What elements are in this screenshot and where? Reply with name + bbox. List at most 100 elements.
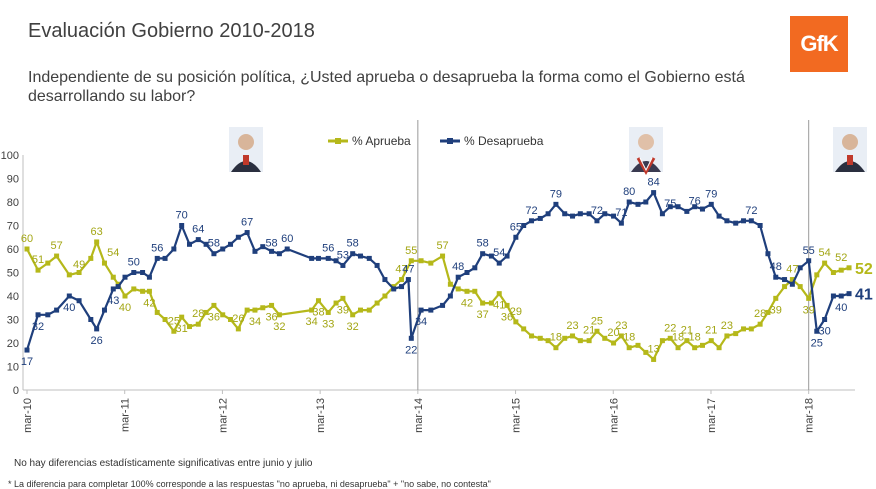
data-point-desaprueba (122, 274, 128, 280)
data-point-aprueba (496, 291, 502, 297)
data-point-desaprueba (472, 265, 478, 271)
data-point-aprueba (594, 328, 600, 334)
data-point-desaprueba (773, 274, 779, 280)
data-label-desaprueba: 67 (241, 217, 253, 229)
y-tick-label: 60 (7, 244, 19, 256)
data-point-aprueba (504, 302, 510, 308)
data-label-desaprueba: 17 (21, 356, 33, 368)
data-point-aprueba (846, 265, 852, 271)
data-point-desaprueba (54, 307, 60, 313)
data-label-aprueba: 21 (681, 325, 693, 337)
data-label-desaprueba: 48 (452, 261, 464, 273)
data-point-desaprueba (789, 281, 795, 287)
x-tick-label: mar-10 (22, 398, 34, 433)
data-point-aprueba (464, 288, 470, 294)
data-point-desaprueba (146, 274, 152, 280)
data-point-desaprueba (635, 201, 641, 207)
data-point-desaprueba (602, 211, 608, 217)
data-point-aprueba (179, 314, 185, 320)
data-point-aprueba (54, 253, 60, 259)
data-label-aprueba: 60 (21, 233, 33, 245)
data-point-desaprueba (626, 199, 632, 205)
data-label-aprueba: 47 (786, 264, 798, 276)
data-point-desaprueba (611, 213, 617, 219)
data-point-desaprueba (545, 211, 551, 217)
chart-series (24, 190, 852, 362)
data-label-aprueba: 36 (265, 311, 277, 323)
data-point-aprueba (315, 298, 321, 304)
data-label-desaprueba: 60 (281, 233, 293, 245)
data-label-desaprueba: 72 (745, 205, 757, 217)
data-point-aprueba (814, 272, 820, 278)
data-point-desaprueba (171, 246, 177, 252)
data-point-desaprueba (131, 270, 137, 275)
data-label-aprueba: 28 (192, 308, 204, 320)
data-label-aprueba: 21 (705, 325, 717, 337)
data-label-aprueba: 18 (672, 332, 684, 344)
data-point-aprueba (562, 335, 568, 341)
data-label-aprueba: 51 (32, 254, 44, 266)
data-point-desaprueba (455, 274, 461, 280)
data-point-desaprueba (408, 335, 414, 341)
data-point-desaprueba (838, 293, 844, 299)
data-point-aprueba (24, 246, 30, 252)
data-label-aprueba: 54 (818, 247, 830, 259)
x-tick-label: mar-17 (706, 398, 718, 433)
end-label-desaprueba: 41 (855, 287, 873, 304)
data-point-aprueba (45, 260, 51, 266)
data-point-aprueba (692, 345, 698, 351)
data-label-aprueba: 37 (477, 309, 489, 321)
x-tick-label: mar-13 (315, 398, 327, 433)
data-label-desaprueba: 58 (265, 238, 277, 250)
data-point-desaprueba (496, 260, 502, 266)
data-label-aprueba: 21 (583, 325, 595, 337)
president-portrait-2 (629, 127, 663, 176)
data-point-aprueba (408, 258, 414, 264)
legend-desaprueba-marker (447, 138, 453, 144)
data-label-aprueba: 18 (623, 332, 635, 344)
data-label-aprueba: 25 (591, 315, 603, 327)
data-point-aprueba (602, 335, 608, 341)
data-point-desaprueba (428, 307, 434, 313)
chart-question: Independiente de su posición política, ¿… (28, 69, 745, 105)
data-point-desaprueba (284, 246, 290, 252)
data-point-aprueba (146, 288, 152, 294)
data-label-desaprueba: 58 (477, 238, 489, 250)
data-label-desaprueba: 26 (91, 335, 103, 347)
x-tick-label: mar-11 (120, 398, 132, 432)
data-label-desaprueba: 43 (107, 295, 119, 307)
data-label-aprueba: 28 (754, 308, 766, 320)
data-point-desaprueba (504, 253, 510, 259)
data-point-aprueba (235, 326, 241, 332)
data-label-aprueba: 57 (50, 240, 62, 252)
page-title: Evaluación Gobierno 2010-2018 (28, 20, 315, 42)
data-point-aprueba (838, 267, 844, 273)
data-point-aprueba (611, 340, 617, 346)
data-point-desaprueba (667, 204, 673, 210)
data-point-desaprueba (830, 293, 836, 299)
data-point-aprueba (211, 302, 217, 308)
data-point-desaprueba (418, 307, 424, 313)
data-point-aprueba (708, 338, 714, 344)
data-point-desaprueba (643, 199, 649, 205)
data-point-desaprueba (154, 255, 160, 261)
data-point-aprueba (699, 342, 705, 348)
data-point-desaprueba (140, 270, 146, 275)
data-label-aprueba: 42 (461, 297, 473, 309)
data-point-aprueba (521, 326, 527, 332)
data-point-desaprueba (488, 253, 494, 259)
data-point-aprueba (309, 307, 315, 313)
data-point-desaprueba (374, 262, 380, 268)
data-label-aprueba: 49 (73, 259, 85, 271)
data-point-aprueba (480, 300, 486, 306)
data-point-desaprueba (594, 218, 600, 224)
data-point-desaprueba (45, 312, 51, 318)
data-label-desaprueba: 79 (705, 188, 717, 200)
data-point-desaprueba (521, 223, 527, 228)
data-label-desaprueba: 58 (347, 238, 359, 250)
data-point-desaprueba (162, 255, 168, 261)
data-point-aprueba (626, 345, 632, 351)
data-point-aprueba (357, 307, 363, 313)
